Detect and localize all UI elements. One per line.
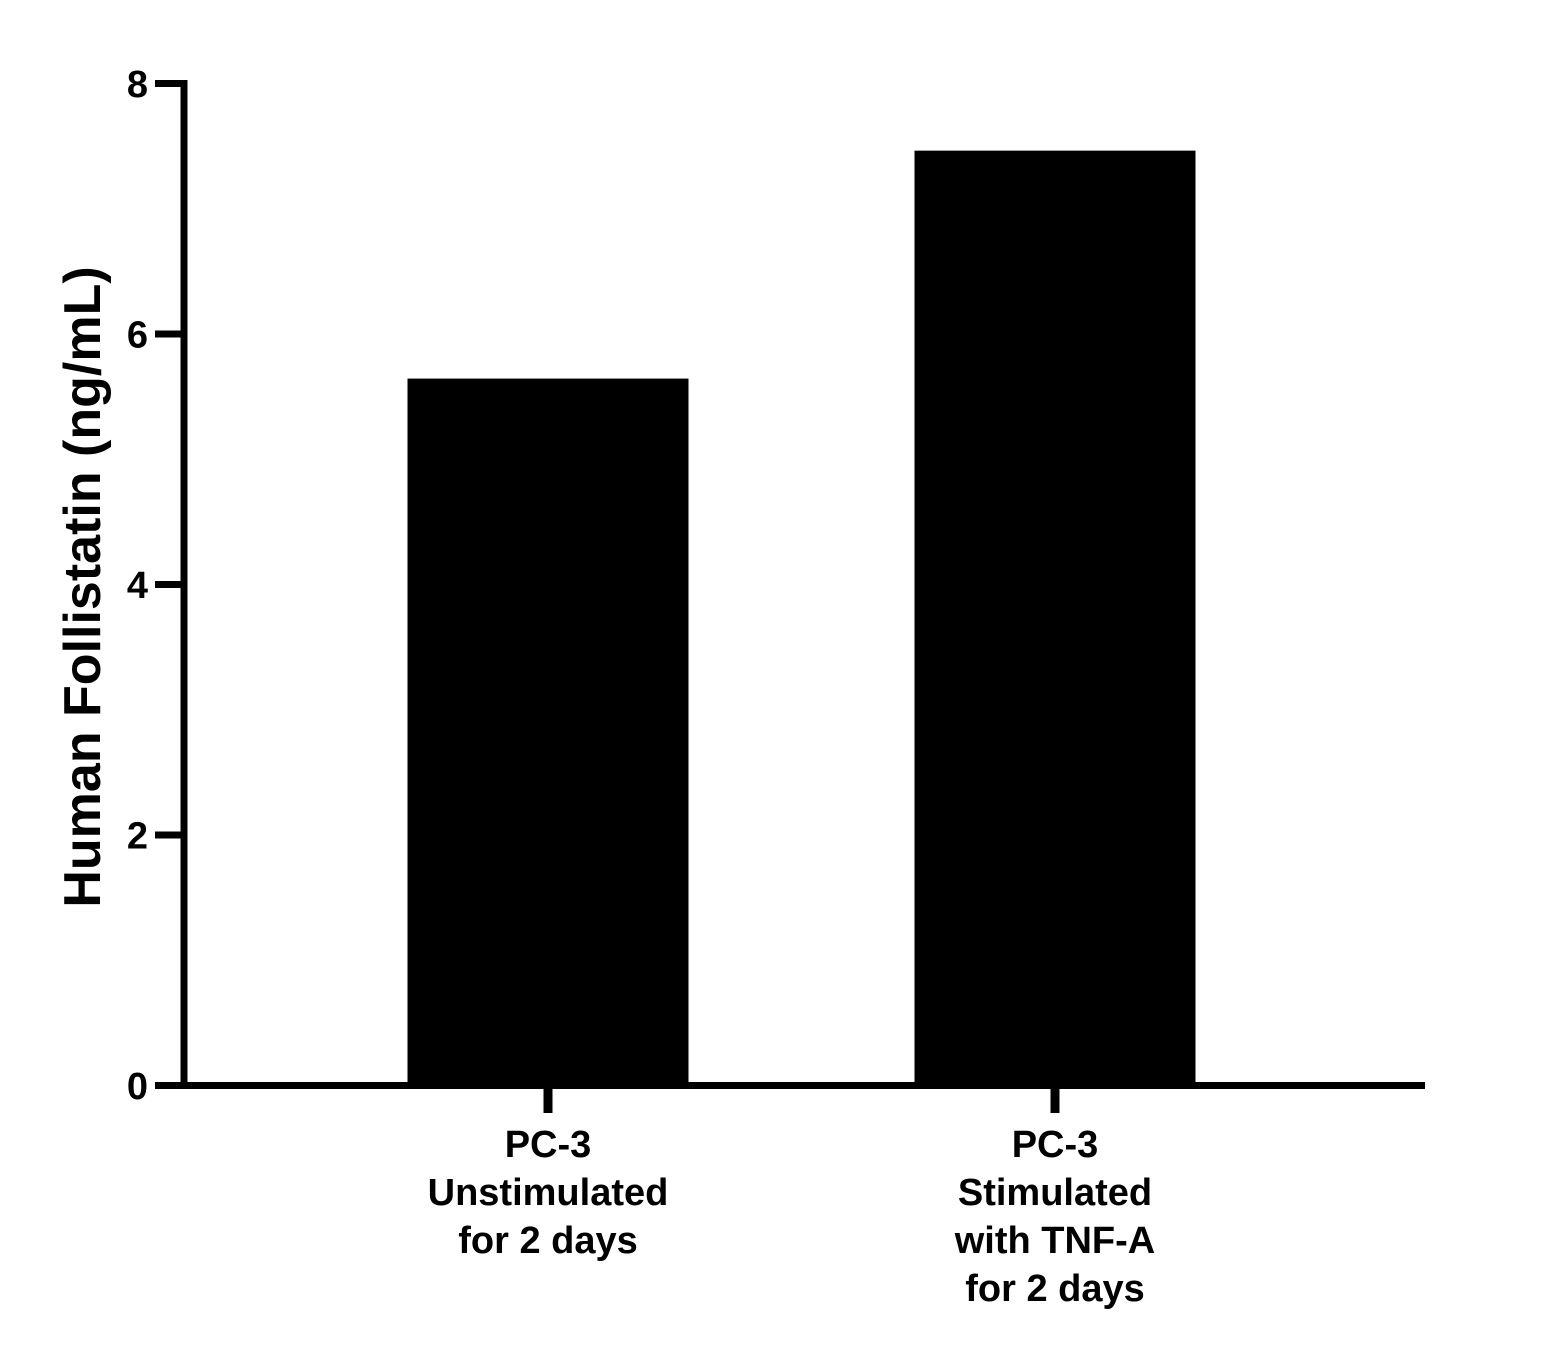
x-tick-label: Stimulated [958, 1172, 1152, 1214]
bar-1 [407, 378, 689, 1086]
y-tick-label: 6 [127, 315, 148, 357]
y-tick-label: 0 [127, 1066, 148, 1108]
y-ticks: 0 2 4 6 8 [127, 64, 184, 1108]
y-tick-label: 4 [127, 565, 148, 607]
bar-2 [914, 150, 1196, 1085]
x-ticks: PC-3 Unstimulated for 2 days PC-3 Stimulated… [428, 1085, 1156, 1310]
y-axis-label: Human Follistatin (ng/mL) [54, 266, 112, 907]
x-tick-label: with TNF-A [954, 1220, 1156, 1262]
y-tick-label: 8 [127, 64, 148, 106]
x-tick-label: PC-3 [505, 1124, 592, 1166]
axes [180, 80, 1425, 1089]
y-tick-label: 2 [127, 816, 148, 858]
x-tick-label: Unstimulated [428, 1172, 669, 1214]
bars [407, 150, 1196, 1086]
x-tick-label: for 2 days [965, 1268, 1145, 1310]
x-tick-label: PC-3 [1012, 1124, 1099, 1166]
x-tick-label: for 2 days [458, 1220, 638, 1262]
